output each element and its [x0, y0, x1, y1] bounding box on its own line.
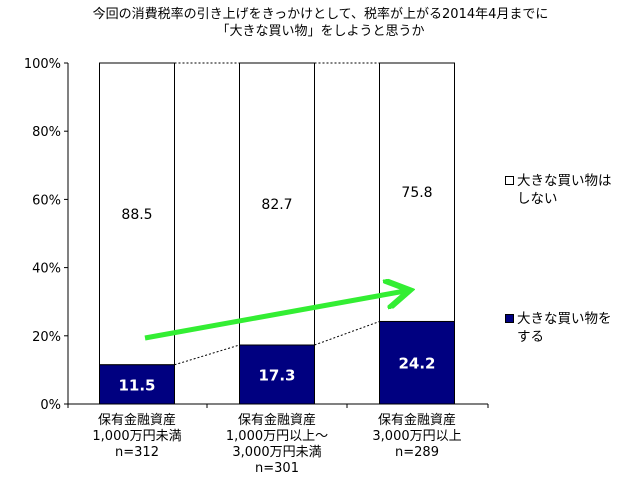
x-category-label: 1,000万円未満	[92, 429, 181, 444]
x-category-label: n=312	[115, 445, 159, 460]
data-label-no-purchase: 88.5	[121, 207, 152, 223]
y-tick-label: 60%	[32, 193, 61, 208]
data-label-purchase: 24.2	[398, 355, 435, 373]
legend-swatch-purchase	[505, 314, 514, 323]
trend-arrow	[144, 291, 405, 341]
x-category-label: 3,000万円未満	[232, 445, 321, 460]
y-tick-label: 80%	[32, 125, 61, 140]
chart-title-line-1: 今回の消費税率の引き上げをきっかけとして、税率が上がる2014年4月までに	[92, 7, 549, 22]
bar-segment-purchase	[239, 344, 315, 405]
data-label-no-purchase: 82.7	[261, 197, 292, 213]
x-category-label: 1,000万円以上～	[226, 429, 328, 444]
y-tick-label: 0%	[40, 398, 61, 413]
data-label-no-purchase: 75.8	[401, 185, 432, 201]
y-tick-label: 40%	[32, 262, 61, 277]
data-label-purchase: 17.3	[258, 367, 295, 385]
legend-label-purchase: 大きな買い物を する	[517, 311, 612, 345]
data-label-purchase: 11.5	[118, 376, 155, 394]
legend-label-no-purchase: 大きな買い物は しない	[517, 173, 612, 207]
y-tick-label: 20%	[32, 330, 61, 345]
connector-line-purchase	[314, 321, 380, 346]
y-tick-label: 100%	[24, 57, 61, 72]
legend-item-no-purchase: 大きな買い物は しない	[505, 172, 635, 208]
x-category-label: n=289	[395, 445, 439, 460]
connector-line-purchase	[174, 344, 240, 366]
x-category-label: 保有金融資産	[378, 412, 456, 428]
bar-segment-purchase	[99, 364, 175, 405]
x-category-label: 保有金融資産	[238, 412, 316, 428]
x-category-label: n=301	[255, 461, 299, 476]
legend-item-purchase: 大きな買い物を する	[505, 310, 635, 346]
bar-segment-purchase	[379, 320, 455, 405]
chart-title-line-2: 「大きな買い物」をしようと思うか	[216, 24, 425, 39]
x-category-label: 保有金融資産	[98, 412, 176, 428]
chart-title: 今回の消費税率の引き上げをきっかけとして、税率が上がる2014年4月までに 「大…	[0, 6, 641, 40]
x-category-label: 3,000万円以上	[372, 429, 461, 444]
legend-swatch-no-purchase	[505, 176, 514, 185]
bar-segment-no-purchase	[99, 62, 175, 366]
bar-segment-no-purchase	[239, 62, 315, 346]
